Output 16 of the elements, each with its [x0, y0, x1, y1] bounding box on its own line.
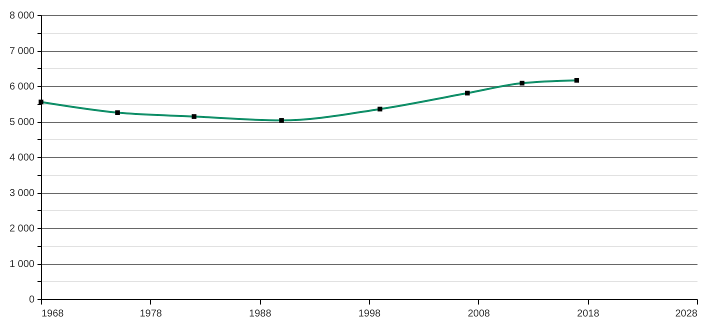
x-tick-label: 1978: [140, 308, 162, 320]
x-tick-label: 1988: [249, 308, 272, 320]
x-tick-label: 1998: [358, 308, 382, 320]
x-tick-label: 2008: [468, 308, 490, 320]
x-tick-label: 2018: [577, 308, 600, 320]
y-tick-label: 6 000: [9, 82, 35, 92]
y-tick-label: 1 000: [9, 259, 35, 270]
y-tick-label: 0: [28, 294, 35, 306]
x-tick-label: 1968: [42, 308, 64, 320]
x-tick-label: 2028: [675, 308, 698, 320]
y-tick-label: 3 000: [9, 188, 35, 199]
y-tick-label: 8 000: [9, 10, 35, 22]
y-tick-label: 2 000: [9, 224, 35, 234]
y-tick-label: 4 000: [9, 152, 35, 164]
y-tick-label: 5 000: [9, 117, 35, 128]
y-tick-label: 7 000: [9, 46, 35, 57]
